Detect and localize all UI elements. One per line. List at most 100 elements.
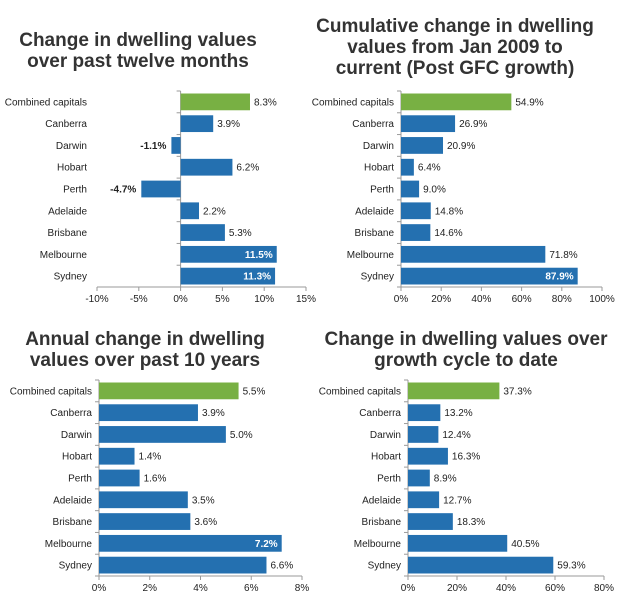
panel-twelve-months: Change in dwelling values over past twel… bbox=[0, 0, 316, 305]
category-label: Hobart bbox=[62, 452, 92, 463]
category-label: Sydney bbox=[368, 561, 401, 572]
category-label: Canberra bbox=[45, 119, 87, 130]
bar-canberra bbox=[408, 404, 441, 422]
data-label: 3.9% bbox=[202, 408, 225, 419]
category-label: Perth bbox=[377, 474, 401, 485]
bar-brisbane bbox=[408, 513, 453, 530]
data-label: 5.3% bbox=[229, 228, 252, 239]
x-tick-label: 4% bbox=[193, 583, 208, 594]
data-label: 8.3% bbox=[254, 97, 277, 108]
bar-canberra bbox=[180, 115, 214, 133]
data-label: 71.8% bbox=[549, 250, 577, 261]
data-label: 8.9% bbox=[434, 474, 457, 485]
data-label: 1.6% bbox=[144, 474, 167, 485]
category-label: Sydney bbox=[361, 272, 394, 283]
x-tick-label: 6% bbox=[244, 583, 259, 594]
category-label: Sydney bbox=[54, 272, 87, 283]
x-tick-label: 0% bbox=[173, 294, 188, 305]
category-label: Canberra bbox=[50, 408, 92, 419]
bar-adelaide bbox=[408, 491, 440, 509]
bar-perth bbox=[408, 469, 430, 487]
category-label: Melbourne bbox=[40, 250, 88, 261]
data-label: 37.3% bbox=[503, 386, 531, 397]
category-label: Brisbane bbox=[362, 517, 402, 528]
category-label: Brisbane bbox=[53, 517, 93, 528]
data-label: 6.2% bbox=[236, 163, 259, 174]
bar-hobart bbox=[401, 158, 414, 176]
bar-brisbane bbox=[401, 224, 431, 241]
x-tick-label: 8% bbox=[295, 583, 310, 594]
category-label: Perth bbox=[68, 474, 92, 485]
bar-sydney bbox=[401, 267, 578, 285]
bar-melbourne bbox=[99, 534, 282, 552]
category-label: Canberra bbox=[359, 408, 401, 419]
category-label: Combined capitals bbox=[312, 97, 394, 108]
bar-perth bbox=[141, 180, 181, 198]
x-tick-label: 10% bbox=[254, 294, 274, 305]
data-label: 59.3% bbox=[557, 561, 585, 572]
category-label: Darwin bbox=[363, 141, 394, 152]
category-label: Melbourne bbox=[354, 539, 402, 550]
category-label: Combined capitals bbox=[319, 386, 401, 397]
bar-melbourne bbox=[408, 534, 508, 552]
data-label: 13.2% bbox=[444, 408, 472, 419]
x-tick-label: -5% bbox=[130, 294, 148, 305]
category-label: Sydney bbox=[59, 561, 92, 572]
category-label: Combined capitals bbox=[10, 386, 92, 397]
category-label: Canberra bbox=[352, 119, 394, 130]
category-label: Adelaide bbox=[53, 495, 92, 506]
data-label: 3.6% bbox=[194, 517, 217, 528]
category-label: Adelaide bbox=[48, 206, 87, 217]
data-label: 1.4% bbox=[139, 452, 162, 463]
bar-hobart bbox=[99, 447, 135, 465]
chart-ten-years: 0% 2% 4% 6% 8% Combined capitals 5.5% Canberra 3… bbox=[10, 379, 310, 594]
x-tick-label: 5% bbox=[215, 294, 230, 305]
data-label: 14.6% bbox=[434, 228, 462, 239]
data-label: 87.9% bbox=[545, 272, 573, 283]
bar-hobart bbox=[180, 158, 233, 176]
data-label: -1.1% bbox=[140, 141, 166, 152]
panel-ten-years: Annual change in dwelling values over pa… bbox=[0, 0, 316, 610]
bar-canberra bbox=[401, 115, 456, 133]
data-label: 11.5% bbox=[245, 250, 273, 261]
category-label: Adelaide bbox=[362, 495, 401, 506]
data-label: 54.9% bbox=[515, 97, 543, 108]
bar-hobart bbox=[408, 447, 448, 465]
data-label: 3.5% bbox=[192, 495, 215, 506]
x-tick-label: 20% bbox=[447, 583, 467, 594]
x-tick-label: 40% bbox=[471, 294, 491, 305]
x-tick-label: 15% bbox=[296, 294, 316, 305]
data-label: 11.3% bbox=[243, 272, 271, 283]
bar-sydney bbox=[99, 556, 267, 574]
bar-combined-capitals bbox=[401, 93, 512, 111]
chart-title: Cumulative change in dwelling values fro… bbox=[316, 16, 594, 79]
data-label: 40.5% bbox=[511, 539, 539, 550]
x-tick-label: 20% bbox=[431, 294, 451, 305]
bar-combined-capitals bbox=[408, 382, 500, 400]
bar-perth bbox=[99, 469, 140, 487]
x-tick-label: 2% bbox=[143, 583, 158, 594]
data-label: 16.3% bbox=[452, 452, 480, 463]
bar-adelaide bbox=[401, 202, 431, 220]
data-label: -4.7% bbox=[110, 185, 136, 196]
x-tick-label: 0% bbox=[401, 583, 416, 594]
data-label: 26.9% bbox=[459, 119, 487, 130]
bar-darwin bbox=[408, 426, 439, 443]
data-label: 12.4% bbox=[442, 430, 470, 441]
data-label: 3.9% bbox=[217, 119, 240, 130]
x-tick-label: 60% bbox=[512, 294, 532, 305]
chart-title: Annual change in dwelling values over pa… bbox=[25, 329, 265, 371]
data-label: 18.3% bbox=[457, 517, 485, 528]
bar-combined-capitals bbox=[180, 93, 250, 111]
x-tick-label: 40% bbox=[496, 583, 516, 594]
category-label: Hobart bbox=[364, 163, 394, 174]
category-label: Melbourne bbox=[45, 539, 93, 550]
chart-post-gfc: 0% 20% 40% 60% 80% 100% Combined capitals 54.9%… bbox=[312, 90, 615, 305]
data-label: 2.2% bbox=[203, 206, 226, 217]
data-label: 5.5% bbox=[243, 386, 266, 397]
bar-canberra bbox=[99, 404, 198, 422]
category-label: Darwin bbox=[61, 430, 92, 441]
chart-title: Change in dwelling values over growth cy… bbox=[324, 329, 608, 371]
